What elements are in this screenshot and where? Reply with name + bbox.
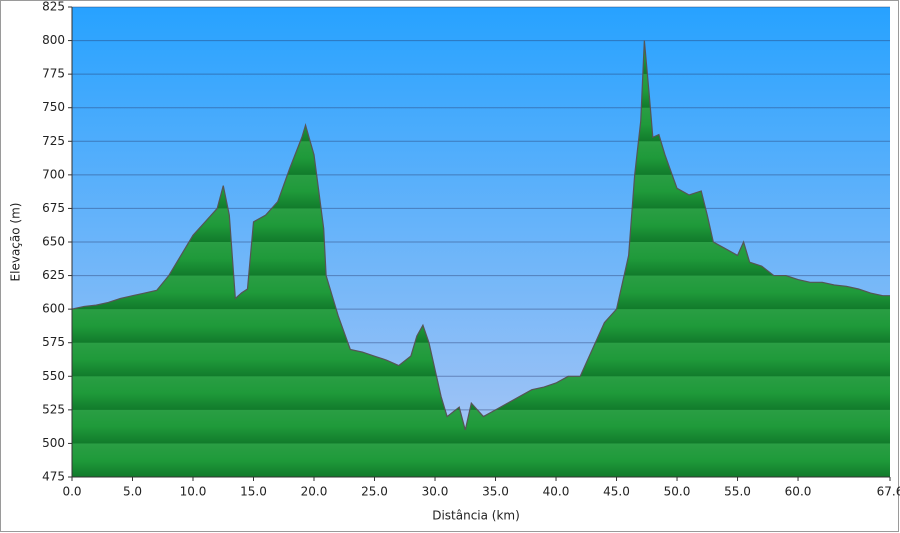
x-tick-label: 55.0: [724, 485, 751, 499]
y-tick-label: 750: [42, 100, 65, 114]
x-tick-label: 25.0: [361, 485, 388, 499]
y-tick-label: 525: [42, 402, 65, 416]
y-tick-label: 725: [42, 134, 65, 148]
x-tick-label: 5.0: [123, 485, 142, 499]
y-tick-label: 775: [42, 67, 65, 81]
x-tick-label: 67.6: [877, 485, 900, 499]
y-tick-label: 800: [42, 33, 65, 47]
x-tick-label: 0.0: [62, 485, 81, 499]
y-tick-label: 700: [42, 167, 65, 181]
x-tick-label: 10.0: [180, 485, 207, 499]
y-tick-label: 675: [42, 201, 65, 215]
y-tick-label: 475: [42, 470, 65, 484]
y-tick-label: 575: [42, 335, 65, 349]
x-tick-label: 35.0: [482, 485, 509, 499]
y-tick-label: 600: [42, 302, 65, 316]
elevation-area: [72, 40, 890, 477]
x-tick-label: 60.0: [785, 485, 812, 499]
y-tick-label: 825: [42, 0, 65, 14]
x-tick-label: 45.0: [603, 485, 630, 499]
x-tick-label: 30.0: [422, 485, 449, 499]
y-tick-label: 625: [42, 268, 65, 282]
y-axis-label: Elevação (m): [9, 203, 23, 282]
y-tick-label: 650: [42, 235, 65, 249]
x-tick-label: 40.0: [543, 485, 570, 499]
y-tick-label: 500: [42, 436, 65, 450]
elevation-line: [71, 40, 890, 431]
x-tick-label: 50.0: [664, 485, 691, 499]
x-axis-label: Distância (km): [432, 509, 520, 523]
y-tick-label: 550: [42, 369, 65, 383]
x-tick-label: 20.0: [301, 485, 328, 499]
x-tick-label: 15.0: [240, 485, 267, 499]
